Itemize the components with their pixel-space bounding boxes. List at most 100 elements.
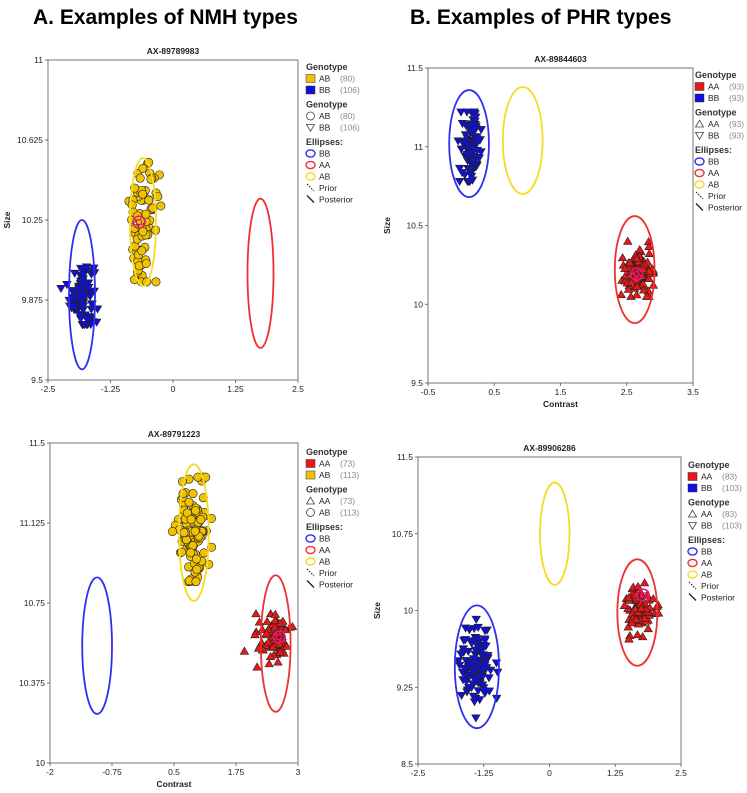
legend-shape-count: (93)	[729, 131, 744, 141]
data-point-aa	[250, 630, 260, 639]
y-axis-label: Size	[2, 211, 12, 228]
data-point-aa	[616, 289, 626, 299]
y-tick-label: 11.5	[29, 438, 45, 448]
y-tick-label: 10	[414, 299, 424, 309]
legend-shape-label: AA	[708, 119, 720, 129]
data-point-bb	[463, 647, 474, 656]
legend-prior-label: Prior	[319, 568, 337, 578]
legend-ellipse-symbol	[694, 180, 705, 189]
x-axis-label: Contrast	[543, 399, 578, 409]
legend-prior-label: Prior	[319, 183, 337, 193]
legend-shape-label: BB	[708, 131, 720, 141]
data-point-aa	[281, 641, 292, 650]
y-tick-label: 9.875	[22, 295, 44, 305]
data-point-aa	[252, 662, 262, 671]
data-point-aa	[623, 284, 634, 293]
legend-genotype-count: (106)	[340, 85, 360, 95]
y-tick-label: 11	[34, 55, 43, 65]
legend-color-swatch	[305, 74, 316, 83]
posterior-ring	[629, 267, 644, 282]
legend-posterior-symbol	[306, 195, 315, 203]
legend-genotype-count: (80)	[340, 74, 355, 84]
legend-genotype-label: AA	[319, 459, 331, 469]
data-point-aa	[639, 285, 649, 294]
legend-ellipse-label: AB	[701, 570, 713, 580]
y-tick-label: 10.75	[392, 529, 414, 539]
data-point-aa	[264, 659, 274, 668]
data-point-bb	[457, 169, 467, 178]
scatter-panel-ax-89844603: AX-89844603 -0.5 0.5 1.5 2.5 3.5 9.5 10 10.5 11 11…	[382, 54, 744, 409]
y-tick-label: 9.5	[31, 375, 43, 385]
legend-ellipse-label: AA	[319, 160, 331, 170]
posterior-center	[633, 271, 640, 278]
legend-genotype-count: (113)	[340, 470, 359, 480]
data-point-ab	[178, 489, 188, 499]
data-point-bb	[468, 125, 479, 134]
data-point-bb	[70, 269, 80, 278]
legend-genotype-label: BB	[708, 93, 720, 103]
data-point-bb	[469, 145, 479, 154]
x-tick-label: 3	[296, 767, 301, 777]
data-point-bb	[477, 652, 488, 661]
data-point-bb	[74, 285, 84, 294]
data-point-aa	[633, 581, 643, 590]
x-tick-label: 2.5	[292, 384, 304, 394]
scatter-panel-ax-89791223: AX-89791223 -2 -0.75 0.5 1.75 3 10 10.375 10.75 1…	[19, 429, 359, 789]
data-point-bb	[67, 294, 78, 303]
data-point-ab	[191, 506, 201, 516]
plot-title: AX-89844603	[534, 54, 587, 64]
data-point-bb	[70, 303, 80, 312]
ellipse-aa	[616, 558, 659, 667]
data-point-bb	[468, 655, 479, 664]
legend-shape-heading: Genotype	[688, 498, 730, 508]
y-tick-label: 9.5	[411, 378, 423, 388]
posterior-ring	[272, 630, 286, 644]
legend-ellipses-heading: Ellipses:	[688, 535, 725, 545]
data-point-aa	[617, 253, 628, 262]
x-tick-label: -1.25	[101, 384, 121, 394]
legend-shape-label: AA	[319, 496, 331, 506]
legend-genotype-label: BB	[319, 85, 331, 95]
data-point-ab	[151, 277, 161, 287]
legend-triangle-down-symbol	[305, 124, 316, 133]
posterior-ring	[132, 215, 146, 229]
legend-ellipse-symbol	[687, 570, 698, 579]
legend-prior-label: Prior	[701, 581, 719, 591]
data-point-bb	[83, 315, 93, 324]
legend-shape-count: (83)	[722, 509, 737, 519]
posterior-center	[275, 633, 283, 641]
plot-area	[448, 85, 659, 325]
data-point-bb	[85, 292, 96, 301]
data-point-bb	[469, 666, 479, 675]
plot-frame	[47, 59, 299, 381]
data-point-ab	[156, 201, 166, 211]
plot-title: AX-89789983	[147, 46, 200, 56]
data-point-bb	[456, 650, 466, 659]
data-point-aa	[630, 604, 640, 613]
legend-shape-label: BB	[319, 123, 331, 133]
y-tick-label: 10.5	[406, 221, 423, 231]
data-point-aa	[623, 236, 633, 245]
data-point-ab	[191, 577, 201, 587]
data-point-bb	[468, 157, 478, 166]
data-point-bb	[471, 635, 482, 644]
data-point-ab	[186, 515, 196, 525]
data-point-aa	[262, 616, 272, 625]
data-point-bb	[471, 113, 481, 122]
plot-area	[453, 481, 664, 730]
data-point-aa	[270, 616, 280, 625]
legend-shape-label: AA	[701, 509, 713, 519]
data-point-bb	[471, 615, 481, 624]
legend-circle-symbol	[306, 111, 315, 121]
x-tick-label: 0	[547, 768, 552, 778]
data-point-ab	[141, 258, 151, 268]
legend-genotype-heading: Genotype	[688, 460, 730, 470]
data-point-ab	[168, 527, 178, 537]
data-point-bb	[75, 292, 86, 301]
legend-shape-label: AB	[319, 111, 331, 121]
data-point-bb	[456, 145, 467, 154]
legend-color-swatch	[305, 470, 316, 480]
data-point-bb	[473, 623, 483, 632]
data-point-bb	[477, 681, 488, 690]
